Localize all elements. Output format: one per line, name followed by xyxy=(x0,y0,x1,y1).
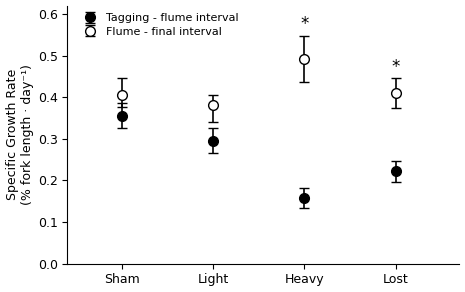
Legend: Tagging - flume interval, Flume - final interval: Tagging - flume interval, Flume - final … xyxy=(77,11,241,39)
Text: *: * xyxy=(300,15,309,33)
Text: *: * xyxy=(392,58,400,76)
Y-axis label: Specific Growth Rate
(% fork length · day⁻¹): Specific Growth Rate (% fork length · da… xyxy=(6,64,33,205)
